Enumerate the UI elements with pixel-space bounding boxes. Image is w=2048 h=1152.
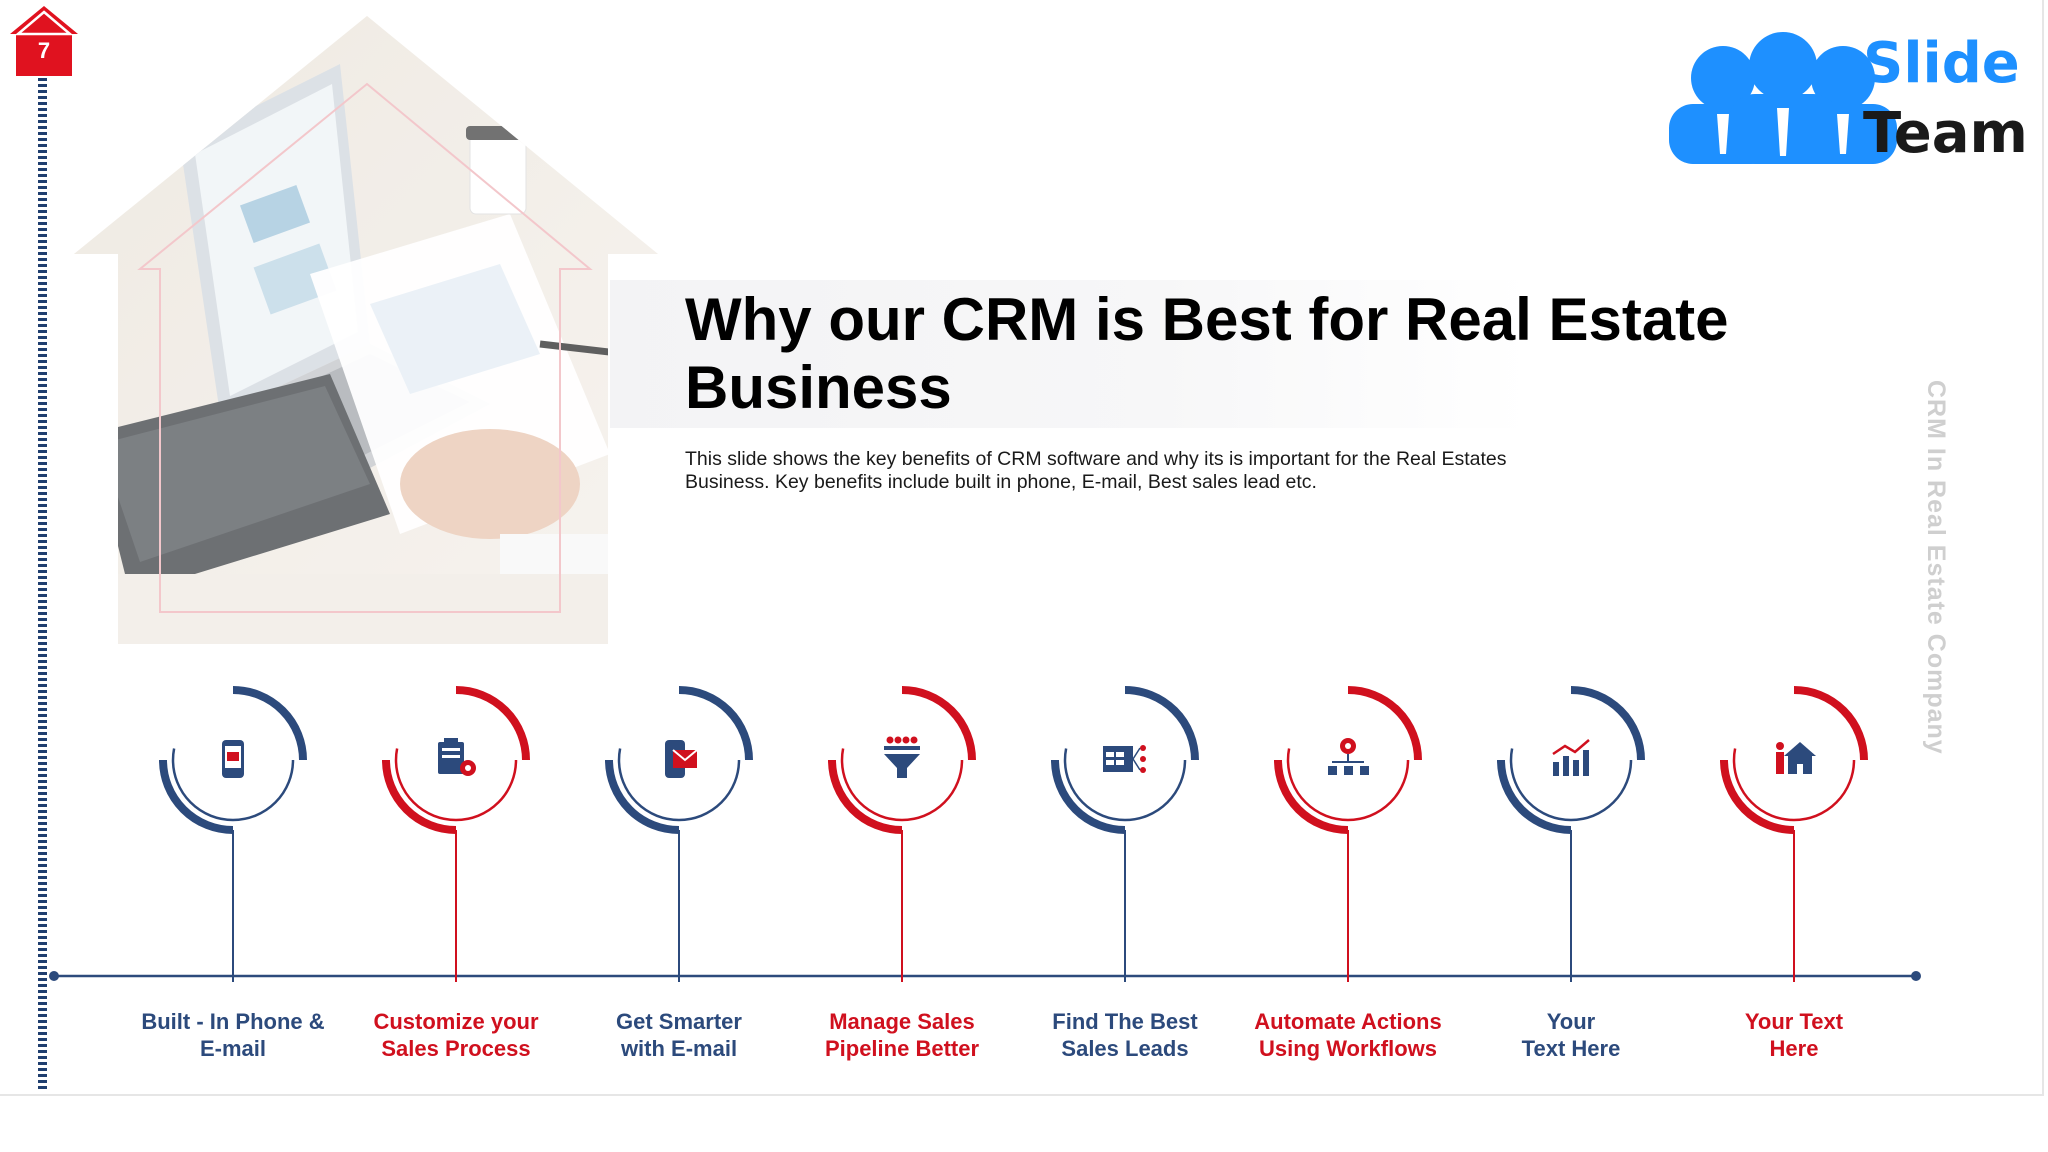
step-label: Automate Actions Using Workflows: [1254, 1009, 1442, 1061]
step-ring: [605, 686, 753, 982]
step-ring: [1274, 686, 1422, 982]
step-ring: [382, 686, 530, 982]
step-ring: [1497, 686, 1645, 982]
step-best-sales-leads: Find The Best Sales Leads: [1010, 670, 1230, 1090]
step-smarter-email: Get Smarter with E-mail: [564, 670, 784, 1090]
office-desk-photo: [74, 16, 658, 644]
step-label: Get Smarter with E-mail: [616, 1009, 742, 1061]
logo-word-slide: Slide: [1863, 31, 2020, 96]
slideteam-logo: [1669, 32, 1897, 164]
sales-funnel-icon: [884, 736, 920, 778]
lead-table-icon: [1103, 745, 1146, 773]
page-number: 7: [37, 38, 51, 63]
page-number-house-icon: [10, 6, 78, 76]
timeline-axis: [49, 971, 1921, 981]
workflow-gear-icon: [1328, 738, 1369, 775]
step-built-in-phone-email: Built - In Phone & E-mail: [118, 670, 338, 1090]
step-ring: [1720, 686, 1868, 982]
bar-chart-icon: [1552, 739, 1590, 776]
step-your-text-1: Your Text Here: [1456, 670, 1676, 1090]
step-label: Your Text Here: [1521, 1009, 1621, 1061]
step-label: Customize your Sales Process: [373, 1009, 539, 1061]
step-ring: [1051, 686, 1199, 982]
step-customize-sales-process: Customize your Sales Process: [341, 670, 561, 1090]
step-label: Manage Sales Pipeline Better: [824, 1009, 980, 1061]
mobile-email-icon: [222, 740, 244, 778]
clipboard-gear-icon: [438, 738, 476, 776]
slide-title: Why our CRM is Best for Real Estate Busi…: [685, 286, 1729, 421]
step-label: Built - In Phone & E-mail: [141, 1009, 325, 1061]
person-house-icon: [1776, 742, 1816, 774]
logo-word-team: Team: [1863, 101, 2028, 166]
step-your-text-2: Your Text Here: [1679, 670, 1899, 1090]
below-slide-area: [0, 1096, 2048, 1152]
step-manage-pipeline: Manage Sales Pipeline Better: [787, 670, 1007, 1090]
step-ring: [159, 686, 307, 982]
step-label: Find The Best Sales Leads: [1052, 1009, 1198, 1061]
slide-description: This slide shows the key benefits of CRM…: [685, 448, 1507, 493]
step-automate-workflows: Automate Actions Using Workflows: [1233, 670, 1453, 1090]
step-ring: [828, 686, 976, 982]
phone-envelope-icon: [665, 740, 698, 778]
slide: 7: [0, 0, 2044, 1096]
vertical-ruler-decoration: [38, 78, 47, 1090]
step-label: Your Text Here: [1744, 1009, 1844, 1061]
side-caption: CRM In Real Estate Company: [1922, 380, 1950, 755]
title-background-band: [610, 280, 1530, 428]
